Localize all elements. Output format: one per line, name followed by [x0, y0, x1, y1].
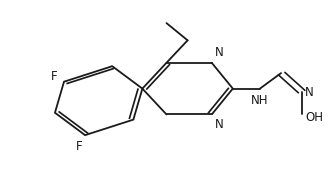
Text: F: F	[51, 70, 58, 83]
Text: F: F	[76, 140, 82, 153]
Text: OH: OH	[305, 111, 323, 124]
Text: N: N	[215, 118, 223, 131]
Text: N: N	[305, 86, 314, 99]
Text: NH: NH	[251, 94, 269, 107]
Text: N: N	[215, 46, 223, 59]
